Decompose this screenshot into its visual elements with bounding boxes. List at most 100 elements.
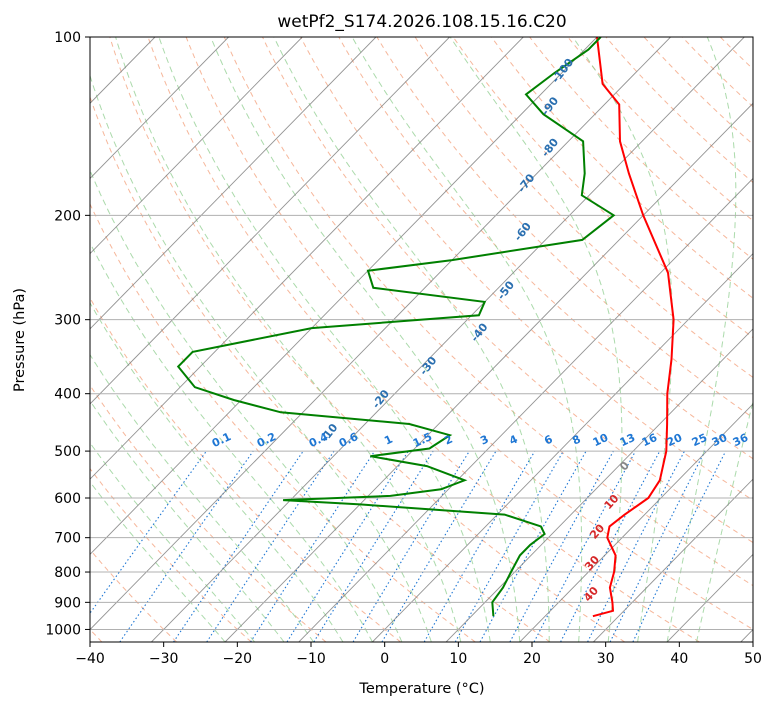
profile-line xyxy=(176,37,616,617)
profile-line xyxy=(592,37,675,618)
isotherm-line xyxy=(90,37,377,330)
x-tick-label: 30 xyxy=(597,651,615,667)
mixing-ratio-line xyxy=(90,450,207,615)
isotherm-line xyxy=(372,252,753,642)
y-tick-label: 800 xyxy=(54,565,81,581)
adiabat-labels: -100-90-80-70-60-50-40-30-20-10010203040… xyxy=(210,56,751,605)
moist-adiabat-line xyxy=(351,37,583,642)
dry-adiabat-label: -60 xyxy=(512,220,535,244)
mixing-ratio-line xyxy=(509,450,614,642)
y-tick-label: 500 xyxy=(54,444,81,460)
y-tick-label: 200 xyxy=(54,208,81,224)
dry-adiabat-line xyxy=(376,37,753,419)
mixing-ratio-label: 0.2 xyxy=(255,430,278,450)
dry-adiabat-line xyxy=(605,37,753,184)
dry-adiabat-line xyxy=(300,37,753,501)
y-tick-label: 700 xyxy=(54,531,81,547)
isotherm-line xyxy=(445,328,753,642)
x-tick-label: 40 xyxy=(670,651,688,667)
x-tick-label: −30 xyxy=(149,651,179,667)
moist-adiabat-line xyxy=(90,241,373,642)
dry-adiabat-line xyxy=(490,37,753,299)
isotherm-line xyxy=(298,177,753,642)
mixing-ratio-line xyxy=(119,450,254,642)
moist-adiabat-line xyxy=(90,399,285,642)
dry-adiabat-label: -20 xyxy=(370,387,393,411)
moist-adiabat-label: 10 xyxy=(602,492,622,512)
plot-frame xyxy=(89,36,754,643)
isotherm-line xyxy=(224,102,753,642)
moist-adiabat-line xyxy=(90,168,403,642)
x-axis: −40 −30 −20 −10 0 10 20 30 40 50 xyxy=(75,642,762,667)
mixing-ratio-label: 30 xyxy=(710,431,730,449)
moist-adiabat-line xyxy=(273,37,550,642)
dry-adiabat-line xyxy=(109,37,626,642)
x-tick-label: 20 xyxy=(523,651,541,667)
dry-adiabat-line xyxy=(643,37,753,146)
moist-adiabat-line xyxy=(90,74,432,642)
moist-adiabat-line xyxy=(696,399,753,642)
mixing-ratio-label: 10 xyxy=(591,431,611,449)
isotherm-line xyxy=(593,478,753,642)
mixing-ratio-label: 1 xyxy=(382,433,394,448)
mixing-ratio-label: 20 xyxy=(665,431,685,449)
mixing-ratio-line xyxy=(313,450,434,642)
mixing-ratio-label: 2 xyxy=(442,433,454,448)
y-tick-label: 900 xyxy=(54,595,81,611)
mixing-ratio-label: 16 xyxy=(640,431,660,449)
moist-adiabat-label: 40 xyxy=(581,584,601,604)
isotherm-line xyxy=(90,37,598,555)
dry-adiabat-line xyxy=(759,37,775,642)
y-tick-label: 300 xyxy=(54,313,81,329)
dry-adiabat-line xyxy=(90,384,327,642)
dry-adiabat-line xyxy=(567,37,753,222)
moist-adiabat-line xyxy=(666,37,737,642)
isotherm-line xyxy=(0,37,8,642)
dry-adiabat-label: -70 xyxy=(515,171,538,195)
isotherm-line xyxy=(519,403,753,642)
mixing-ratio-label: 13 xyxy=(618,431,637,449)
mixing-ratio-label: 0.1 xyxy=(210,430,233,450)
dry-adiabat-label: -30 xyxy=(417,354,440,378)
dry-adiabat-label: -50 xyxy=(495,278,518,302)
dry-adiabat-line xyxy=(90,296,401,642)
x-tick-label: −40 xyxy=(75,651,105,667)
mixing-ratio-label: 3 xyxy=(478,433,490,448)
isotherm-line xyxy=(90,37,450,405)
isotherm-line xyxy=(740,628,753,642)
dry-adiabat-label: -40 xyxy=(468,320,491,344)
mixing-ratio-line xyxy=(454,450,564,642)
y-tick-label: 1000 xyxy=(45,622,81,638)
mixing-ratio-line xyxy=(423,450,536,642)
isotherm-line xyxy=(90,37,229,180)
isotherm-line xyxy=(90,37,671,631)
mixing-ratio-line xyxy=(560,450,661,642)
mixing-ratio-label: 0.6 xyxy=(337,430,360,450)
moist-adiabat-line xyxy=(115,37,462,642)
y-tick-label: 600 xyxy=(54,491,81,507)
mixing-ratio-line xyxy=(479,450,587,642)
mixing-ratio-label: 36 xyxy=(731,431,751,449)
mixing-ratio-line xyxy=(381,450,497,642)
moist-adiabat-line xyxy=(90,353,314,642)
moist-adiabat-label: 20 xyxy=(587,521,607,541)
mixing-ratio-line xyxy=(173,450,304,642)
sounding-profiles xyxy=(176,37,675,618)
isotherm-line xyxy=(666,553,753,642)
moist-adiabat-line xyxy=(572,37,673,642)
moist-adiabat-line xyxy=(90,441,255,642)
y-axis-title: Pressure (hPa) xyxy=(12,288,28,392)
mixing-ratio-line xyxy=(250,450,376,642)
dry-adiabat-line xyxy=(414,37,753,379)
x-tick-label: −10 xyxy=(296,651,326,667)
mixing-ratio-line xyxy=(352,450,470,642)
dry-adiabat-line xyxy=(90,95,551,642)
y-tick-label: 400 xyxy=(54,387,81,403)
x-tick-label: 0 xyxy=(380,651,389,667)
mixing-ratio-line xyxy=(609,450,706,642)
moist-adiabat-line xyxy=(158,37,491,642)
mixing-ratio-label: 25 xyxy=(690,431,709,449)
dry-adiabat-label: -90 xyxy=(539,94,562,118)
dry-adiabat-label: -80 xyxy=(539,136,562,160)
